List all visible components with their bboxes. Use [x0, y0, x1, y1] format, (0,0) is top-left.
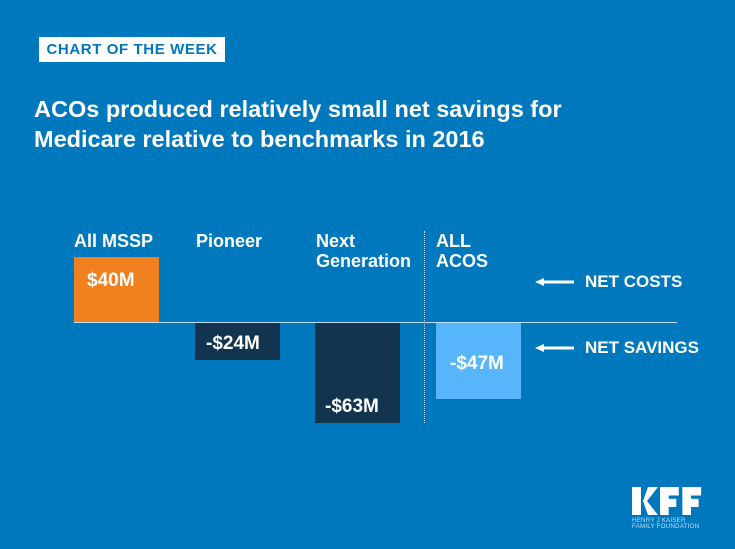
- svg-text:FAMILY FOUNDATION: FAMILY FOUNDATION: [632, 523, 700, 529]
